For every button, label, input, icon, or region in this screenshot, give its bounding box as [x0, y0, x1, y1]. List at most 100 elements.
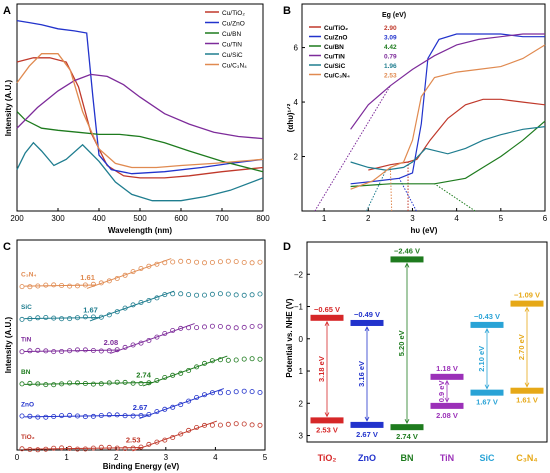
panel-c-data-point — [225, 389, 231, 395]
panel-c-data-point — [27, 284, 33, 290]
panel-c-data-point — [241, 324, 247, 330]
panel-c-data-point — [114, 412, 120, 418]
panel-b-xtick-label: 1 — [322, 214, 327, 223]
panel-d-cb-bar — [350, 319, 384, 326]
panel-d-category-label: TiO₂ — [318, 453, 337, 463]
panel-d-vb-label: 2.08 V — [436, 411, 458, 420]
panel-c-data-point — [122, 445, 128, 451]
panel-c-data-point — [82, 446, 88, 452]
panel-d-vb-label: 2.74 V — [396, 432, 418, 441]
panel-c-data-point — [217, 259, 223, 265]
panel-c-data-point — [75, 283, 81, 289]
panel-c-data-point — [19, 446, 25, 452]
panel-d-category-label: C₃N₄ — [516, 453, 537, 463]
panel-c-data-point — [106, 348, 112, 354]
panel-d-gap-label: 3.16 eV — [357, 361, 366, 387]
panel-c-data-point — [241, 259, 247, 265]
panel-c-data-point — [233, 389, 239, 395]
panel-b-ticks: 1 2 3 4 5 6 2 4 6 — [294, 44, 548, 223]
panel-c-data-point — [67, 316, 73, 322]
panel-c-data-point — [186, 292, 192, 298]
panel-d-vb-bar — [390, 424, 424, 431]
panel-b-legend-eg: 3.09 — [384, 35, 397, 42]
panel-a-series-line — [16, 53, 264, 169]
panel-b-ytick-label: 2 — [294, 153, 299, 162]
panel-c-data-point — [75, 347, 81, 353]
panel-c-data-point — [201, 260, 207, 266]
panel-b-legend-label: Cu/C₃N₄ — [324, 73, 350, 80]
panel-c-data-point — [178, 325, 184, 331]
panel-d-gap-arrowhead — [404, 418, 410, 425]
panel-c-edge-fit — [132, 420, 218, 452]
panel-c-data-point — [217, 291, 223, 297]
panel-b-series-line — [368, 98, 546, 171]
panel-b-frame — [301, 3, 546, 212]
panel-d-category-label: SiC — [479, 453, 495, 463]
panel-c-data-point — [114, 379, 120, 385]
panel-c-data-point — [249, 292, 255, 298]
panel-c-data-point — [194, 292, 200, 298]
panel-c-data-point — [19, 349, 25, 355]
panel-a-series-line — [16, 111, 264, 173]
panel-c-data-point — [225, 291, 231, 297]
panel-c-data-point — [178, 431, 184, 437]
panel-c-data-point — [162, 406, 168, 412]
panel-c-data-point — [75, 446, 81, 452]
panel-d-gap-label: 5.20 eV — [397, 330, 406, 356]
panel-b-xtick-label: 2 — [366, 214, 371, 223]
panel-d-cb-bar — [390, 256, 424, 263]
panel-b-ytick-label: 6 — [294, 44, 299, 53]
panel-b-legend-label: Cu/SiC — [324, 63, 346, 70]
panel-b-xlabel: hυ (eV) — [411, 226, 438, 235]
panel-c-data-point — [51, 382, 57, 388]
panel-c-data-point — [98, 381, 104, 387]
panel-a-xtick-label: 300 — [51, 214, 65, 223]
panel-c-xtick-label: 5 — [263, 453, 268, 462]
panel-d-vb-label: 1.61 V — [516, 396, 538, 405]
panel-c-data-point — [43, 282, 49, 288]
panel-a-series-line — [16, 19, 264, 175]
panel-a-ylabel: Intensity (A.U.) — [4, 79, 13, 136]
panel-d-vb-label: 2.67 V — [356, 430, 378, 439]
panel-d-ytick-label: 1 — [299, 367, 304, 376]
panel-d-category-label: ZnO — [358, 453, 376, 463]
panel-b-legend-eg: 1.96 — [384, 63, 397, 70]
panel-b: B 1 2 3 4 5 6 2 4 6 hυ (eV) (αhυ)¹ᐟ² Eg (eV) Cu/… — [283, 3, 548, 235]
panel-d-cb-bar — [470, 321, 504, 328]
panel-c-data-point — [257, 389, 263, 395]
panel-b-series-line — [350, 33, 545, 130]
panel-c-data-point — [233, 421, 239, 427]
panel-b-legend-eg: 0.79 — [384, 54, 397, 61]
panel-c-series-label: TiO₂ — [21, 434, 35, 441]
panel-d-cb-label: 1.18 V — [436, 364, 458, 373]
panel-d-cb-label: −2.46 V — [394, 246, 420, 255]
panel-a-legend-label: Cu/TiN — [222, 42, 242, 49]
panel-c-data-point — [257, 291, 263, 297]
panel-d-cb-bar — [310, 314, 344, 321]
panel-d-gap-label: 0.9 eV — [437, 381, 446, 403]
panel-c-data-point — [27, 380, 33, 386]
panel-b-ylabel: (αhυ)¹ᐟ² — [286, 103, 295, 132]
panel-c-series-label: ZnO — [21, 402, 34, 409]
panel-c-data-point — [201, 292, 207, 298]
panel-c-data-point — [106, 444, 112, 450]
panel-d-gap-arrowhead — [324, 320, 330, 326]
panel-c-data-point — [194, 364, 200, 370]
panel-c-data-point — [209, 422, 215, 428]
panel-c-data-point — [178, 291, 184, 297]
panel-c-data-point — [186, 258, 192, 264]
panel-c-data-point — [209, 323, 215, 329]
panel-c-data-point — [241, 388, 247, 394]
panel-c-onset-value: 2.08 — [104, 338, 119, 347]
panel-c-onset-value: 2.74 — [136, 371, 151, 380]
panel-a-legend-label: Cu/BN — [222, 31, 241, 38]
panel-c-data-point — [138, 380, 144, 386]
panel-c-data-point — [178, 258, 184, 264]
panel-c-data-point — [249, 389, 255, 395]
panel-c-data-point — [257, 422, 263, 428]
panel-d-gap-arrowhead — [444, 379, 450, 386]
panel-d-gap-arrowhead — [484, 328, 490, 334]
panel-d-gap-arrowhead — [484, 384, 490, 390]
panel-c-data-point — [75, 380, 81, 386]
panel-d-ytick-label: −1 — [294, 303, 304, 312]
